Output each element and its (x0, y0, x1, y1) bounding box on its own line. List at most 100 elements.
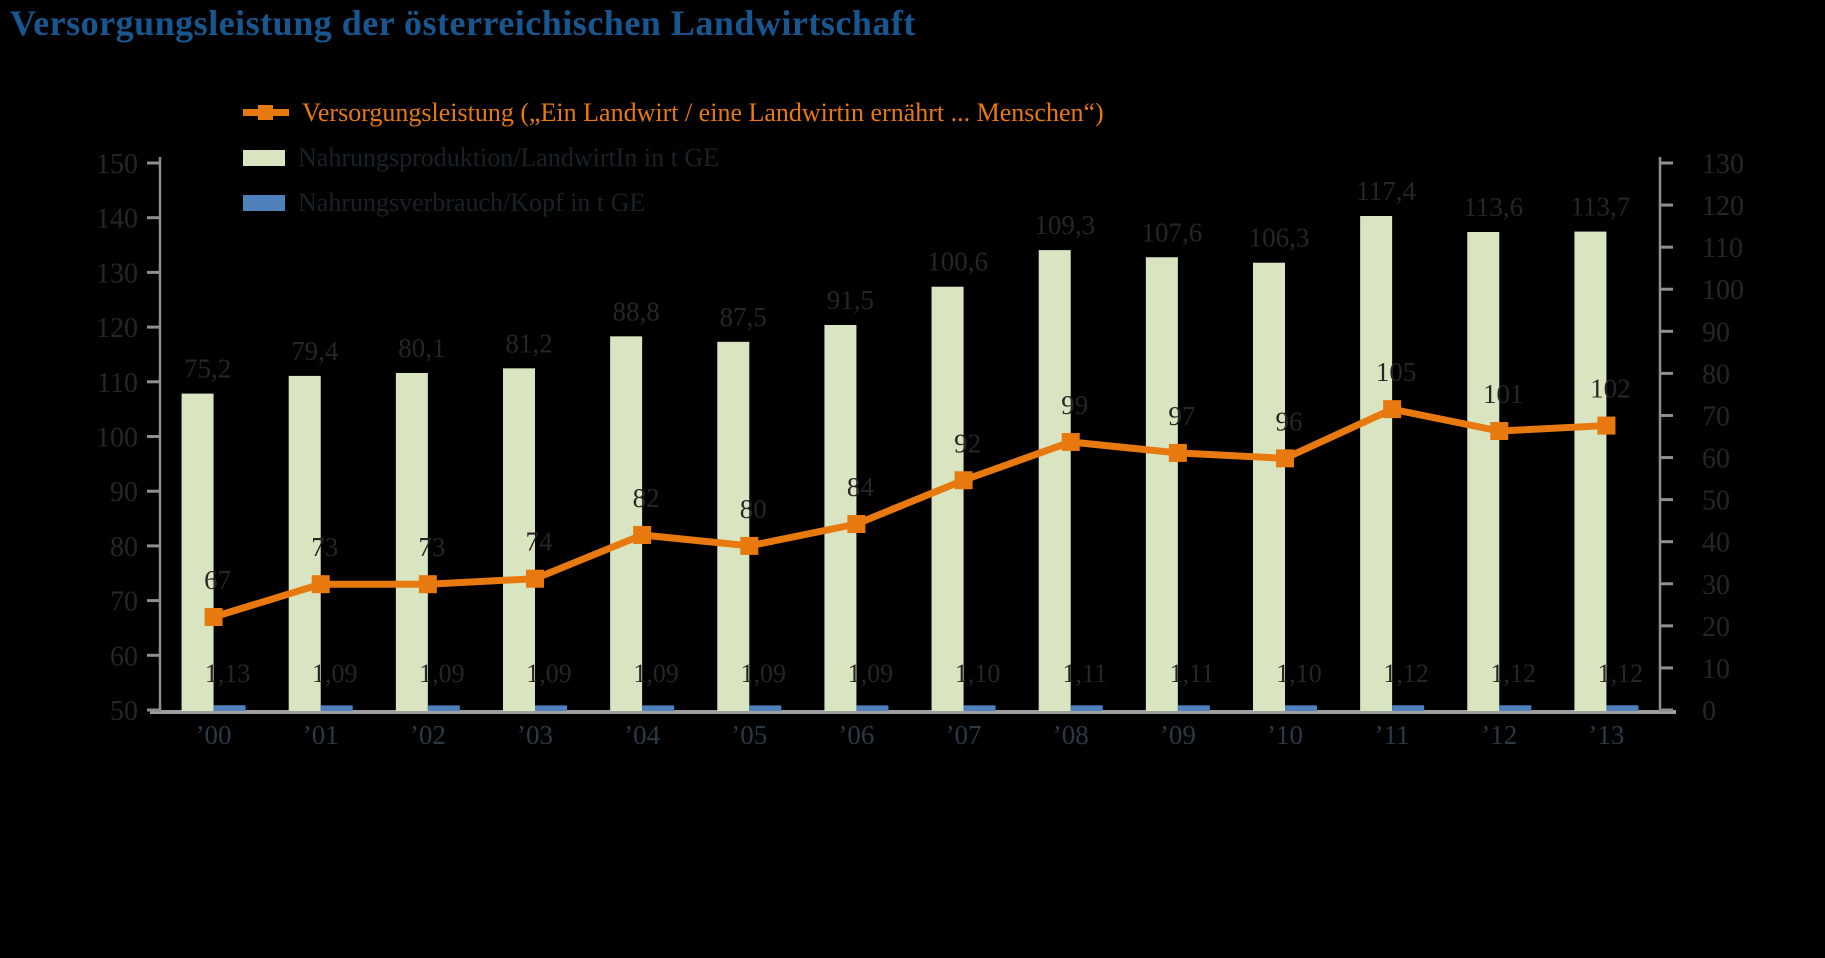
x-axis-category-label: ’00 (196, 720, 232, 750)
line-value-label: 92 (954, 428, 981, 458)
x-axis-category-label: ’03 (517, 720, 553, 750)
green-bar-value-label: 75,2 (184, 354, 231, 384)
bars-nahrungsproduktion (181, 216, 1607, 712)
blue-bar-value-label: 1,10 (1276, 659, 1322, 688)
line-value-label: 67 (204, 565, 231, 595)
line-marker (954, 471, 973, 490)
x-axis-category-label: ’09 (1160, 720, 1196, 750)
line-marker (1597, 416, 1616, 435)
legend-line-marker-icon (243, 105, 289, 120)
legend-label-nahrungsproduktion: Nahrungsproduktion/LandwirtIn in t GE (298, 142, 719, 172)
left-axis-tick-label: 90 (110, 477, 138, 508)
right-axis-tick-label: 40 (1702, 528, 1730, 559)
legend-swatch-blue-icon (243, 194, 285, 211)
blue-bar-value-label: 1,09 (633, 659, 679, 688)
left-axis-tick-label: 110 (97, 368, 138, 399)
right-axis-tick-label: 100 (1702, 275, 1744, 306)
legend-item-nahrungsproduktion: Nahrungsproduktion/LandwirtIn in t GE (243, 135, 1104, 180)
green-bar-value-label: 100,6 (927, 247, 988, 277)
green-bar-value-label: 91,5 (827, 285, 874, 315)
blue-bar-value-label: 1,09 (526, 659, 572, 688)
right-axis-tick-label: 110 (1702, 233, 1743, 264)
blue-bar-value-label: 1,12 (1383, 659, 1429, 688)
blue-bar-value-label: 1,09 (312, 659, 358, 688)
green-bar-value-label: 113,7 (1571, 192, 1631, 222)
green-bar (1038, 250, 1071, 711)
left-axis-tick-label: 100 (96, 423, 138, 454)
green-bar (931, 286, 964, 711)
right-axis-tick-label: 130 (1702, 149, 1744, 180)
green-bar (288, 375, 321, 711)
line-value-label: 74 (526, 527, 554, 557)
green-bar-value-label: 87,5 (720, 302, 767, 332)
x-axis-category-label: ’02 (410, 720, 446, 750)
line-value-label: 99 (1061, 390, 1088, 420)
line-value-label: 97 (1168, 401, 1195, 431)
green-bar (1574, 231, 1607, 711)
legend-label-nahrungsverbrauch: Nahrungsverbrauch/Kopf in t GE (298, 187, 646, 217)
green-bar (1467, 232, 1500, 711)
line-marker (418, 575, 437, 594)
green-bar-value-label: 106,3 (1249, 223, 1310, 253)
line-value-label: 73 (418, 532, 445, 562)
blue-bar-value-label: 1,09 (741, 659, 787, 688)
green-bar-value-label: 81,2 (505, 328, 552, 358)
green-bar (395, 372, 428, 711)
left-axis-tick-label: 120 (96, 313, 138, 344)
blue-bar (642, 705, 675, 711)
right-axis-tick-label: 80 (1702, 359, 1730, 390)
right-axis-tick-label: 10 (1702, 654, 1730, 685)
legend-item-versorgungsleistung: Versorgungsleistung („Ein Landwirt / ein… (243, 90, 1104, 135)
green-bar (181, 393, 214, 711)
x-axis-category-label: ’13 (1588, 720, 1624, 750)
line-value-label: 101 (1483, 379, 1524, 409)
blue-bar-value-label: 1,13 (205, 659, 251, 688)
line-value-label: 73 (311, 532, 338, 562)
green-bar-value-label: 107,6 (1141, 217, 1202, 247)
blue-bar (1606, 705, 1639, 711)
left-axis-tick-label: 140 (96, 204, 138, 235)
blue-bar (1177, 705, 1210, 711)
blue-bar (963, 705, 996, 711)
blue-bar-value-label: 1,12 (1491, 659, 1537, 688)
right-axis-tick-label: 60 (1702, 444, 1730, 475)
x-axis-category-label: ’04 (624, 720, 660, 750)
blue-bar (856, 705, 889, 711)
line-marker (311, 575, 330, 594)
right-axis-tick-label: 70 (1702, 401, 1730, 432)
line-marker (1061, 432, 1080, 451)
left-axis-tick-label: 60 (110, 641, 138, 672)
green-bar (610, 336, 643, 711)
x-axis-category-label: ’08 (1053, 720, 1089, 750)
line-value-label: 102 (1590, 374, 1631, 404)
right-axis-tick-label: 0 (1702, 696, 1716, 727)
green-bar-value-label: 113,6 (1463, 192, 1523, 222)
legend: Versorgungsleistung („Ein Landwirt / ein… (243, 90, 1104, 225)
line-marker (204, 608, 223, 627)
blue-bar-value-label: 1,09 (848, 659, 894, 688)
green-bar (1360, 216, 1393, 712)
line-marker (740, 536, 759, 555)
x-axis-category-label: ’05 (731, 720, 767, 750)
line-marker (526, 569, 544, 588)
line-value-label: 96 (1276, 406, 1303, 436)
blue-bar (535, 705, 567, 711)
right-axis-tick-label: 120 (1702, 191, 1744, 222)
right-axis-tick-label: 90 (1702, 317, 1730, 348)
chart-title: Versorgungsleistung der österreichischen… (10, 3, 916, 43)
blue-bar-value-label: 1,10 (955, 659, 1001, 688)
line-marker (633, 525, 652, 544)
line-value-label: 82 (633, 483, 660, 513)
line-marker (847, 515, 866, 534)
legend-item-nahrungsverbrauch: Nahrungsverbrauch/Kopf in t GE (243, 180, 1104, 225)
green-bar-value-label: 80,1 (398, 333, 445, 363)
blue-bar (749, 705, 782, 711)
blue-bar-value-label: 1,12 (1598, 659, 1644, 688)
line-value-label: 105 (1376, 357, 1417, 387)
blue-bar (320, 705, 353, 711)
blue-bar (1285, 705, 1317, 711)
x-axis-category-label: ’12 (1481, 720, 1517, 750)
right-axis-tick-label: 30 (1702, 570, 1730, 601)
